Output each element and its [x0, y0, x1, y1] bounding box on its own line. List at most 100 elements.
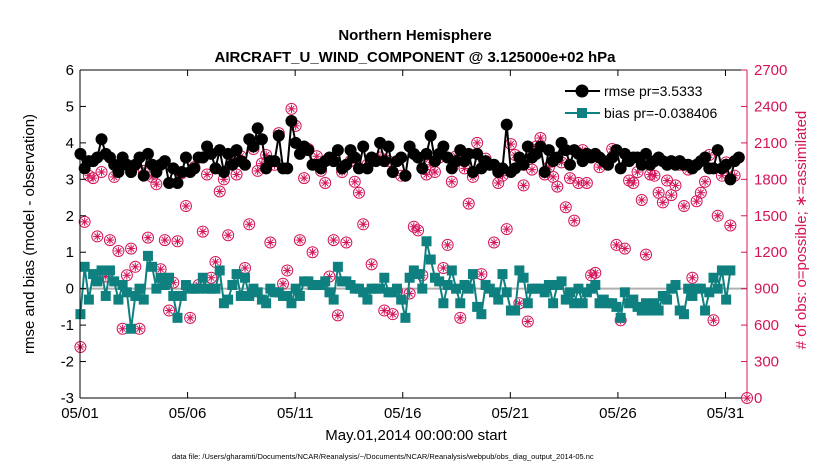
x-tick-label: 05/06 — [169, 405, 207, 422]
obs-assimilated-marker — [561, 203, 570, 212]
bias-point — [518, 272, 529, 283]
obs-assimilated-marker — [477, 269, 486, 279]
asterisk-stroke — [583, 179, 591, 187]
asterisk-stroke — [714, 212, 722, 220]
rmse-point — [281, 162, 294, 175]
chart-title: Northern Hemisphere — [338, 27, 491, 44]
bias-point — [92, 276, 103, 287]
asterisk-stroke — [321, 179, 329, 187]
obs-assimilated-marker — [688, 273, 697, 282]
obs-assimilated-marker — [671, 181, 680, 190]
bias-point — [176, 290, 187, 301]
bias-point — [543, 280, 554, 291]
bias-point — [442, 280, 453, 291]
asterisk-stroke — [503, 225, 510, 233]
asterisk-stroke — [115, 247, 122, 255]
obs-possible-marker — [724, 219, 737, 232]
obs-assimilated-marker — [287, 104, 296, 114]
obs-possible-marker — [610, 238, 623, 251]
asterisk-stroke — [625, 177, 633, 184]
y-right-tick-label: 900 — [754, 281, 779, 298]
obs-possible-marker — [306, 246, 319, 259]
asterisk-stroke — [473, 139, 481, 147]
bias-point — [662, 294, 673, 305]
obs-assimilated-marker — [359, 220, 368, 229]
obs-possible-marker — [639, 248, 652, 261]
x-tick-label: 05/31 — [707, 405, 745, 422]
obs-assimilated-marker — [472, 138, 482, 148]
bias-point — [104, 265, 115, 276]
bias-point — [649, 298, 660, 309]
obs-possible-marker — [694, 186, 707, 199]
rmse-point — [500, 118, 513, 131]
obs-assimilated-marker — [667, 190, 676, 200]
obs-possible-marker — [184, 311, 197, 324]
bias-point — [590, 280, 601, 291]
obs-assimilated-marker — [245, 220, 254, 229]
asterisk-stroke — [123, 272, 131, 279]
obs-assimilated-marker — [456, 313, 465, 323]
obs-possible-marker — [179, 200, 192, 213]
obs-possible-marker — [293, 234, 306, 247]
asterisk-stroke — [701, 178, 709, 186]
asterisk-stroke — [562, 203, 570, 211]
obs-possible-marker — [91, 230, 104, 243]
bias-point — [240, 272, 251, 283]
bias-point — [227, 280, 238, 291]
bias-point — [489, 287, 500, 298]
rmse-point — [378, 155, 391, 168]
asterisk-stroke — [106, 236, 114, 244]
asterisk-stroke — [554, 183, 561, 190]
obs-possible-marker — [348, 175, 361, 188]
obs-assimilated-marker — [329, 235, 338, 245]
asterisk-stroke — [258, 160, 266, 167]
asterisk-stroke — [330, 236, 337, 244]
asterisk-stroke — [672, 182, 679, 189]
asterisk-stroke — [575, 179, 582, 187]
bias-point — [619, 287, 630, 298]
obs-possible-marker — [163, 304, 176, 317]
obs-possible-marker — [648, 169, 661, 182]
obs-possible-marker — [340, 236, 353, 249]
obs-possible-marker — [500, 223, 513, 236]
legend-bias-label: bias pr=-0.038406 — [604, 105, 717, 121]
x-tick-label: 05/01 — [61, 405, 99, 422]
rmse-point — [272, 129, 285, 142]
asterisk-stroke — [613, 241, 620, 249]
bias-point — [573, 283, 584, 294]
obs-possible-marker — [125, 242, 138, 255]
x-tick-label: 05/11 — [277, 405, 313, 422]
obs-possible-marker — [171, 235, 184, 248]
x-tick-label: 05/26 — [599, 405, 637, 422]
obs-possible-marker — [103, 234, 116, 247]
obs-assimilated-marker — [662, 176, 672, 185]
rmse-point — [521, 140, 534, 153]
x-axis-label: May.01,2014 00:00:00 start — [325, 427, 507, 444]
asterisk-stroke — [309, 248, 316, 256]
asterisk-stroke — [355, 189, 363, 196]
bias-point — [79, 261, 90, 272]
rmse-point — [450, 155, 463, 168]
bias-point — [88, 269, 99, 280]
y-right-tick-label: 300 — [754, 354, 779, 371]
rmse-point — [471, 147, 484, 160]
bias-point — [421, 236, 432, 247]
asterisk-stroke — [186, 314, 194, 322]
obs-assimilated-marker — [122, 271, 132, 280]
obs-assimilated-marker — [105, 235, 115, 245]
rmse-point — [732, 151, 745, 164]
obs-possible-marker — [298, 172, 311, 185]
obs-possible-marker — [580, 176, 593, 189]
obs-possible-marker — [677, 200, 690, 213]
obs-possible-marker — [454, 311, 467, 324]
asterisk-stroke — [288, 105, 295, 113]
obs-possible-marker — [87, 172, 100, 185]
bias-point — [708, 272, 719, 283]
y-right-tick-label: 1500 — [754, 208, 787, 225]
y-tick-label: -1 — [61, 317, 74, 334]
obs-possible-marker — [521, 315, 534, 328]
legend: rmse pr=3.5333 bias pr=-0.038406 — [560, 79, 740, 129]
bias-point — [159, 280, 170, 291]
asterisk-stroke — [621, 245, 629, 252]
y-tick-label: 3 — [66, 171, 74, 188]
